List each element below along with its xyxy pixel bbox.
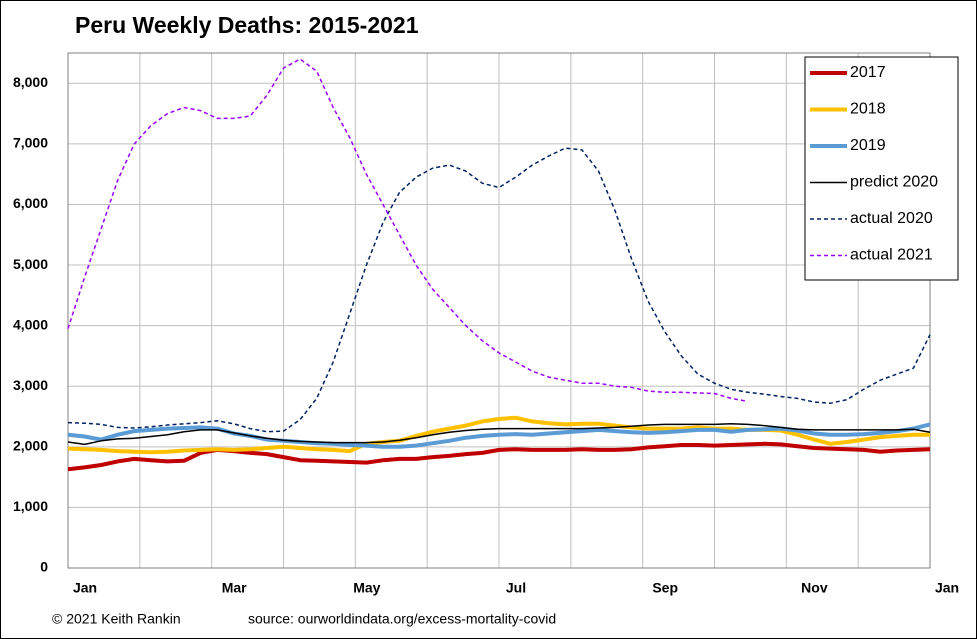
x-tick-label: Jul — [506, 580, 526, 596]
legend-label: actual 2021 — [850, 247, 933, 264]
credit: © 2021 Keith Rankin — [52, 611, 181, 627]
legend-box — [804, 56, 959, 281]
x-tick-label: Jan — [73, 580, 97, 596]
legend-label: actual 2020 — [850, 210, 933, 227]
x-tick-label: Mar — [222, 580, 247, 596]
legend-label: predict 2020 — [850, 174, 938, 191]
y-tick-label: 1,000 — [13, 498, 48, 514]
y-tick-label: 8,000 — [13, 74, 48, 90]
y-tick-label: 7,000 — [13, 135, 48, 151]
series-line — [67, 58, 748, 403]
plot-border — [67, 52, 931, 569]
series-line — [67, 423, 931, 446]
y-tick-label: 5,000 — [13, 256, 48, 272]
legend-label: 2017 — [850, 64, 886, 81]
x-tick-label: Sep — [652, 580, 678, 596]
y-tick-label: 0 — [40, 559, 48, 575]
series-line — [67, 422, 931, 449]
legend-label: 2018 — [850, 101, 886, 118]
source: source: ourworldindata.org/excess-mortal… — [248, 611, 556, 627]
legend-label: 2019 — [850, 137, 886, 154]
x-tick-label: Nov — [801, 580, 828, 596]
y-tick-label: 4,000 — [13, 316, 48, 332]
y-tick-label: 2,000 — [13, 438, 48, 454]
y-tick-label: 6,000 — [13, 195, 48, 211]
chart-title: Peru Weekly Deaths: 2015-2021 — [75, 12, 419, 38]
x-tick-label: May — [353, 580, 380, 596]
y-tick-label: 3,000 — [13, 377, 48, 393]
series-line — [67, 415, 930, 455]
x-tick-label: Jan — [935, 580, 959, 596]
